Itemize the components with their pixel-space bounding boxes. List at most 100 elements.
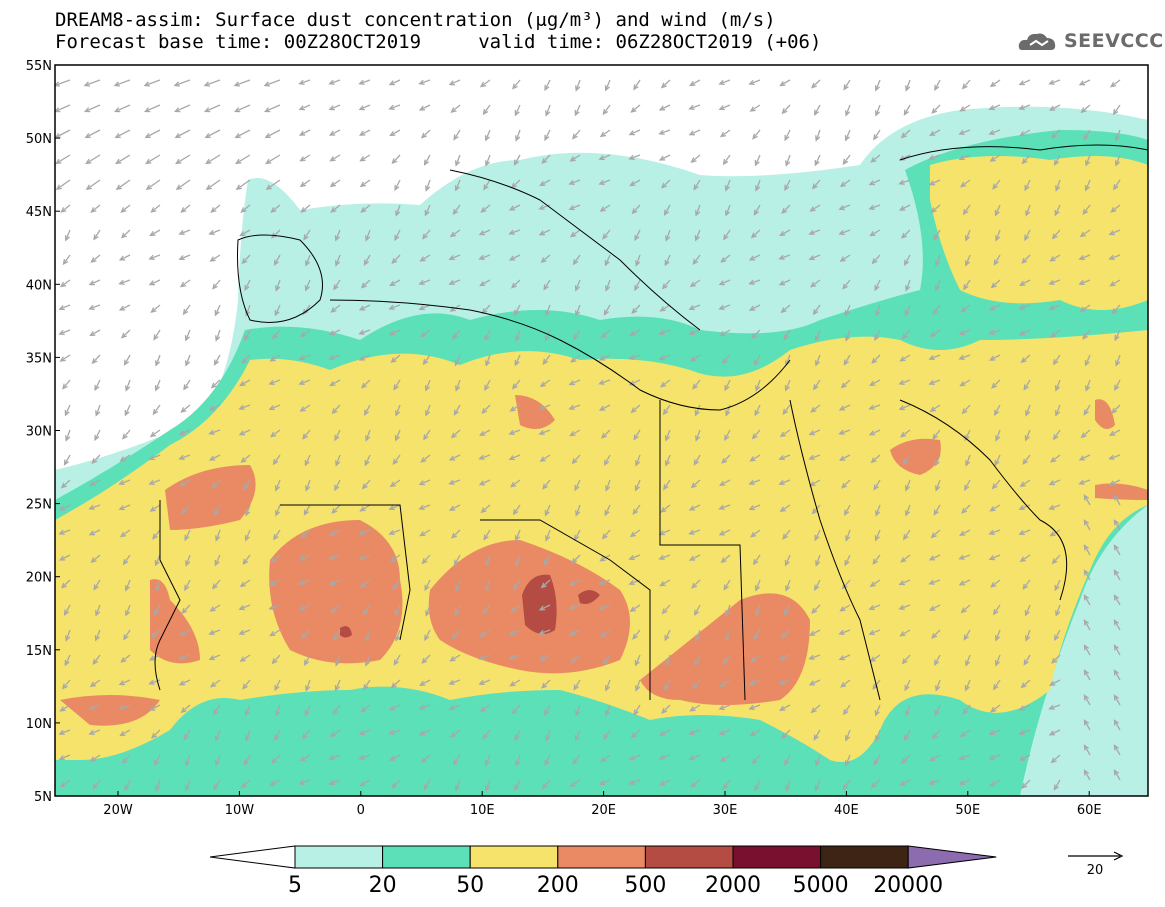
wind-vector: [510, 604, 521, 613]
wind-vector: [599, 579, 611, 585]
wind-vector: [634, 229, 641, 241]
wind-vector: [331, 504, 341, 514]
wind-vector: [449, 454, 461, 461]
lat-label: 15N: [26, 644, 52, 659]
wind-vector: [1050, 329, 1061, 338]
wind-vector: [725, 204, 731, 216]
wind-vector: [755, 604, 761, 616]
wind-vector: [632, 204, 641, 214]
wind-vector: [604, 504, 611, 516]
wind-vector: [695, 229, 701, 241]
colorbar-label: 5: [288, 873, 302, 898]
wind-vector: [840, 254, 851, 262]
wind-vector: [185, 554, 191, 566]
wind-vector: [454, 354, 461, 366]
wind-vector: [176, 179, 191, 190]
wind-vector: [59, 754, 71, 760]
wind-vector: [602, 104, 611, 115]
wind-vector: [780, 429, 791, 437]
wind-vector: [301, 204, 311, 213]
colorbar-label: 20000: [873, 873, 943, 898]
wind-vector: [569, 379, 581, 386]
wind-vector: [573, 329, 581, 340]
wind-vector: [365, 229, 371, 241]
wind-vector: [62, 679, 71, 689]
wind-vector: [1019, 704, 1031, 711]
wind-vector: [514, 354, 521, 366]
wind-vector: [333, 279, 341, 290]
wind-vector: [603, 304, 611, 315]
wind-vector: [1085, 379, 1091, 391]
wind-vector: [122, 429, 131, 439]
lat-label: 25N: [26, 498, 52, 513]
wind-vector: [1113, 495, 1121, 506]
wind-vector: [359, 304, 371, 311]
wind-vector: [234, 79, 251, 87]
wind-vector: [845, 129, 851, 141]
wind-vector: [363, 254, 371, 265]
wind-vector: [450, 729, 461, 738]
wind-vector: [335, 454, 341, 466]
wind-vector: [55, 104, 71, 113]
wind-vector: [572, 454, 581, 464]
wind-vector: [515, 329, 521, 341]
wind-vector: [630, 329, 641, 336]
wind-vector: [214, 504, 221, 515]
lon-label: 10E: [470, 803, 495, 818]
wind-vector: [121, 329, 131, 339]
wind-vector: [265, 129, 281, 138]
wind-vector: [1055, 404, 1061, 416]
wind-vector: [1082, 329, 1091, 340]
wind-vector: [239, 604, 251, 610]
wind-vector: [934, 654, 941, 666]
wind-vector: [962, 704, 971, 715]
wind-vector: [1113, 770, 1121, 781]
wind-vector: [602, 529, 611, 539]
wind-vector: [574, 529, 581, 541]
wind-vector: [874, 279, 881, 291]
wind-vector: [845, 754, 851, 766]
lon-label: 20E: [591, 803, 616, 818]
wind-vector: [145, 154, 161, 164]
wind-vector: [1023, 654, 1031, 665]
wind-vector: [1113, 545, 1121, 556]
wind-vector: [905, 704, 911, 716]
wind-vector: [689, 754, 701, 760]
wind-vector: [692, 379, 701, 390]
colorbar-label: 20: [369, 873, 397, 898]
wind-vector: [839, 404, 851, 411]
wind-vector: [1019, 79, 1031, 86]
wind-vector: [1080, 229, 1091, 237]
wind-vector: [1083, 695, 1091, 706]
wind-vector: [749, 504, 761, 510]
wind-vector: [665, 454, 671, 466]
wind-vector: [604, 254, 611, 266]
wind-vector: [754, 354, 761, 365]
wind-vector: [903, 104, 911, 115]
wind-vector: [930, 129, 941, 136]
wind-vector: [205, 104, 221, 113]
wind-vector: [544, 704, 551, 715]
wind-vector: [815, 354, 821, 366]
wind-vector: [513, 504, 521, 515]
wind-vector: [1113, 695, 1121, 706]
wind-vector: [1110, 79, 1121, 88]
wind-vector: [485, 779, 491, 791]
wind-vector: [511, 179, 521, 188]
wind-vector: [305, 479, 311, 491]
wind-vector: [689, 329, 701, 335]
wind-vector: [1083, 495, 1091, 506]
wind-vector: [689, 304, 701, 310]
wind-vector: [59, 729, 71, 735]
dust-contour-500: [522, 574, 557, 634]
wind-vector: [629, 354, 641, 360]
wind-vector: [720, 254, 731, 263]
wind-vector: [390, 479, 401, 487]
wind-vector: [659, 129, 671, 135]
wind-vector: [600, 129, 611, 137]
wind-vector: [335, 254, 341, 266]
wind-vector: [935, 279, 941, 291]
wind-vector: [275, 479, 281, 491]
wind-vector: [1021, 254, 1031, 264]
wind-vector: [299, 779, 311, 785]
